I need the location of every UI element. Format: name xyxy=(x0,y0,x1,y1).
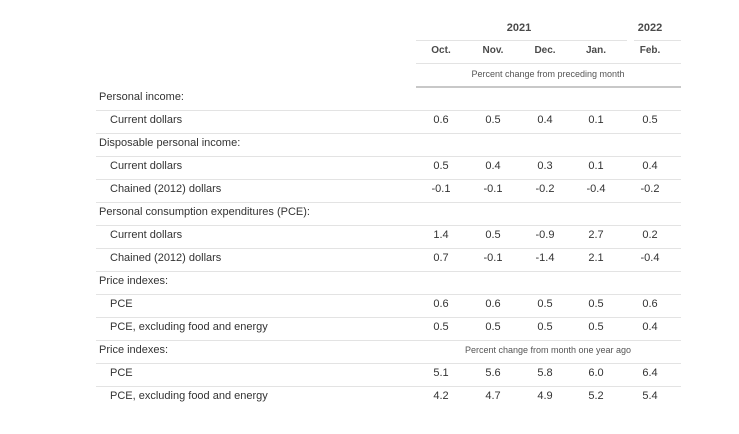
table-cell-value: 0.6 xyxy=(433,298,449,310)
table-cell-value: -0.1 xyxy=(431,183,451,195)
row-divider xyxy=(96,202,681,203)
table-cell-value: 6.4 xyxy=(642,367,658,379)
row-label: PCE, excluding food and energy xyxy=(110,321,268,333)
section-label: Price indexes: xyxy=(99,275,169,287)
table-cell-value: 0.4 xyxy=(642,160,658,172)
table-cell-value: 0.6 xyxy=(642,298,658,310)
row-label: Chained (2012) dollars xyxy=(110,252,222,264)
table-cell-value: -0.9 xyxy=(535,229,555,241)
table-cell-value: 5.2 xyxy=(588,390,604,402)
unit-label: Percent change from preceding month xyxy=(471,69,625,79)
row-divider xyxy=(96,294,681,295)
table-cell-value: 0.7 xyxy=(433,252,449,264)
table-cell-value: 5.4 xyxy=(642,390,658,402)
table-cell-value: 0.5 xyxy=(588,321,604,333)
table-cell-value: 0.4 xyxy=(537,114,553,126)
table-cell-value: 0.5 xyxy=(433,321,449,333)
table-cell-value: 4.7 xyxy=(485,390,501,402)
row-label: Current dollars xyxy=(110,160,183,172)
table-cell-value: 0.4 xyxy=(485,160,501,172)
row-divider xyxy=(96,271,681,272)
row-divider xyxy=(96,156,681,157)
table-cell-value: -0.1 xyxy=(483,252,503,264)
table-cell-value: 0.5 xyxy=(537,298,553,310)
year-header: 2022 xyxy=(637,22,663,34)
table-cell-value: 5.6 xyxy=(485,367,501,379)
table-cell-value: 0.5 xyxy=(537,321,553,333)
row-label: Current dollars xyxy=(110,114,183,126)
table-cell-value: 0.5 xyxy=(485,114,501,126)
table-cell-value: 0.5 xyxy=(433,160,449,172)
row-divider xyxy=(96,225,681,226)
row-divider xyxy=(96,110,681,111)
table-cell-value: 2.7 xyxy=(588,229,604,241)
table-cell-value: 0.1 xyxy=(588,114,604,126)
row-divider xyxy=(96,363,681,364)
month-header: Feb. xyxy=(639,45,661,56)
table-cell-value: -1.4 xyxy=(535,252,555,264)
row-divider xyxy=(96,317,681,318)
table-cell-value: 4.2 xyxy=(433,390,449,402)
table-cell-value: 0.4 xyxy=(642,321,658,333)
row-label: PCE, excluding food and energy xyxy=(110,390,268,402)
row-label: PCE xyxy=(110,367,133,379)
row-divider xyxy=(96,248,681,249)
table-cell-value: 0.3 xyxy=(537,160,553,172)
row-label: PCE xyxy=(110,298,133,310)
unit-label: Percent change from month one year ago xyxy=(464,345,632,355)
section-label: Personal income: xyxy=(99,91,184,103)
table-cell-value: 6.0 xyxy=(588,367,604,379)
row-divider xyxy=(96,179,681,180)
table-cell-value: 0.1 xyxy=(588,160,604,172)
month-header: Jan. xyxy=(585,45,607,56)
table-cell-value: 4.9 xyxy=(537,390,553,402)
table-cell-value: 5.8 xyxy=(537,367,553,379)
month-header: Oct. xyxy=(431,45,451,56)
table-cell-value: -0.2 xyxy=(640,183,660,195)
section-label: Disposable personal income: xyxy=(99,137,241,149)
row-divider xyxy=(96,340,681,341)
table-cell-value: -0.2 xyxy=(535,183,555,195)
table-cell-value: -0.4 xyxy=(586,183,606,195)
table-cell-value: 0.5 xyxy=(485,229,501,241)
row-label: Chained (2012) dollars xyxy=(110,183,222,195)
table-cell-value: 5.1 xyxy=(433,367,449,379)
header-divider xyxy=(416,40,627,41)
header-divider xyxy=(416,63,681,64)
row-label: Current dollars xyxy=(110,229,183,241)
section-label: Price indexes: xyxy=(99,344,169,356)
year-header: 2021 xyxy=(506,22,532,34)
table-cell-value: 0.6 xyxy=(433,114,449,126)
table-cell-value: 0.5 xyxy=(485,321,501,333)
table-cell-value: -0.4 xyxy=(640,252,660,264)
row-divider xyxy=(96,386,681,387)
table-cell-value: 2.1 xyxy=(588,252,604,264)
table-cell-value: 1.4 xyxy=(433,229,449,241)
table-cell-value: 0.5 xyxy=(588,298,604,310)
table-cell-value: -0.1 xyxy=(483,183,503,195)
section-label: Personal consumption expenditures (PCE): xyxy=(99,206,310,218)
month-header: Dec. xyxy=(534,45,556,56)
month-header: Nov. xyxy=(482,45,504,56)
header-divider xyxy=(634,40,681,41)
header-bottom-rule xyxy=(416,86,681,88)
table-cell-value: 0.5 xyxy=(642,114,658,126)
table-cell-value: 0.6 xyxy=(485,298,501,310)
table-cell-value: 0.2 xyxy=(642,229,658,241)
row-divider xyxy=(96,133,681,134)
